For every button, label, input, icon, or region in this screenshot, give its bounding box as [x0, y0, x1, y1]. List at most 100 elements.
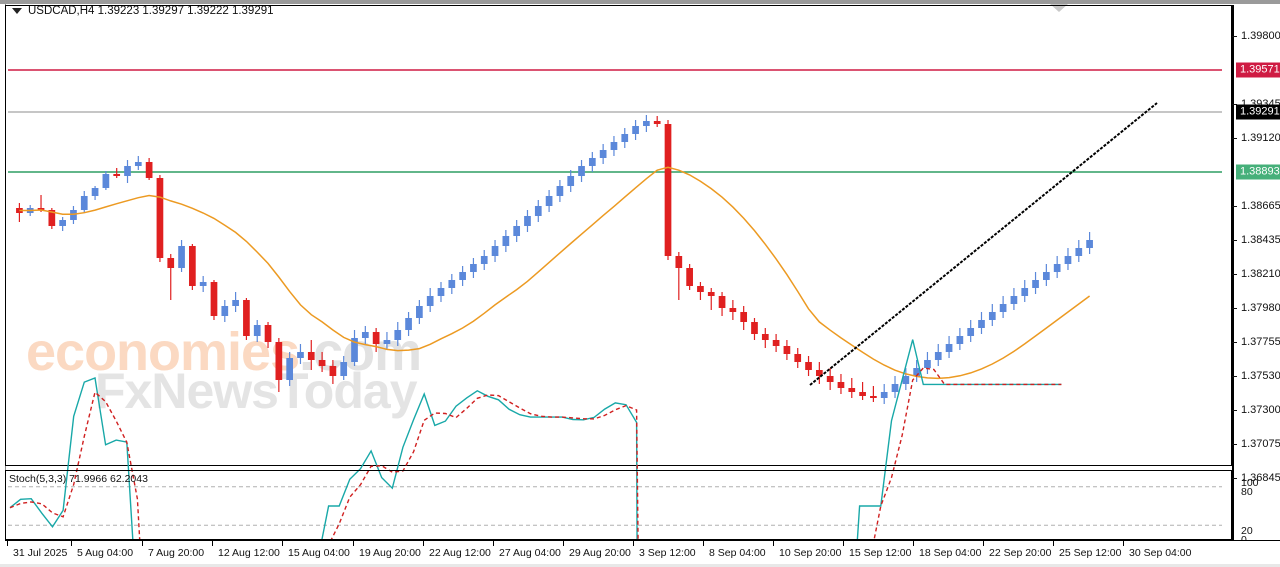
candle-body [113, 174, 121, 176]
candle-body [815, 370, 823, 376]
candle-body [588, 158, 596, 166]
time-axis-label: 18 Sep 04:00 [919, 547, 982, 559]
time-tick [423, 541, 424, 546]
time-tick [983, 541, 984, 546]
price-chart-canvas [8, 69, 1222, 404]
price-tick [1232, 308, 1237, 309]
candle-body [264, 325, 272, 342]
candle-body [978, 320, 985, 328]
candle-body [426, 296, 434, 306]
candle-body [318, 360, 326, 366]
candle-body [405, 318, 412, 330]
moving-average-line [19, 166, 1091, 380]
price-tick [1232, 274, 1237, 275]
price-tick [1232, 342, 1237, 343]
time-tick [913, 541, 914, 546]
candle-body [859, 392, 866, 396]
candle-body [275, 342, 283, 380]
candle-body [534, 206, 542, 216]
price-tick [1232, 104, 1237, 105]
price-badge-sup: 1.38893 [1236, 164, 1280, 180]
candle-body [448, 280, 456, 288]
candle-body [621, 134, 629, 142]
price-axis-label: 1.39800 [1241, 30, 1280, 42]
candle-body [697, 286, 704, 292]
price-tick [1232, 138, 1237, 139]
candle-body [491, 246, 499, 256]
price-axis-label: 1.37075 [1241, 438, 1280, 450]
price-axis-label: 1.38210 [1241, 268, 1280, 280]
candle-body [578, 166, 585, 176]
candle-body [189, 246, 196, 286]
candle-body [91, 188, 99, 196]
chart-menu-caret-icon[interactable] [12, 8, 22, 14]
time-tick [773, 541, 774, 546]
time-axis-label: 31 Jul 2025 [13, 547, 68, 559]
price-tick [1232, 240, 1237, 241]
candle-body [59, 220, 66, 226]
candle-body [167, 258, 175, 268]
time-axis-label: 8 Sep 04:00 [709, 547, 766, 559]
candle-body [967, 328, 975, 336]
candle-body [880, 392, 888, 398]
candle-body [783, 346, 791, 354]
time-axis[interactable]: 31 Jul 2025 5 Aug 04:00 7 Aug 20:00 12 Aug … [5, 540, 1280, 567]
candle-body [437, 288, 445, 296]
candle-body [470, 264, 477, 272]
candle-body [372, 332, 380, 344]
candle-body [664, 124, 672, 256]
candle-body [124, 166, 131, 176]
stoch-scale-label: 80 [1241, 486, 1253, 498]
time-axis-label: 27 Aug 04:00 [499, 547, 561, 559]
candle-body [351, 338, 358, 362]
time-tick [353, 541, 354, 546]
candle-body [924, 360, 931, 368]
stochastic-panel-frame [5, 470, 1232, 540]
time-axis-label: 3 Sep 12:00 [639, 547, 696, 559]
candle-body [156, 178, 164, 258]
candle-body [383, 340, 391, 344]
candle-body [945, 344, 953, 352]
candle-body [1043, 272, 1050, 280]
time-axis-label: 30 Sep 04:00 [1129, 547, 1192, 559]
candle-body [329, 366, 337, 376]
candle-body [102, 174, 110, 188]
price-tick [1232, 410, 1237, 411]
candle-body [913, 368, 920, 376]
price-badge-cur: 1.39291 [1236, 104, 1280, 120]
candle-body [934, 352, 942, 360]
price-tick [1232, 36, 1237, 37]
time-tick [71, 541, 72, 546]
candle-body [545, 196, 553, 206]
price-axis-label: 1.36845 [1241, 472, 1280, 484]
candle-body [480, 256, 488, 264]
time-axis-label: 7 Aug 20:00 [148, 547, 205, 559]
candle-body [221, 306, 229, 316]
candle-body [145, 162, 153, 178]
candle-body [772, 340, 780, 346]
candle-body [891, 384, 899, 392]
candle-body [675, 256, 683, 268]
price-axis-label: 1.39120 [1241, 132, 1280, 144]
candle-body [37, 208, 45, 210]
price-axis[interactable]: 1.398001.395711.393451.392911.391201.388… [1232, 5, 1280, 546]
candle-body [210, 282, 218, 316]
candle-body [740, 312, 748, 322]
time-tick [7, 541, 8, 546]
price-axis-label: 1.38665 [1241, 200, 1280, 212]
stoch-scale-label: 100 [1241, 477, 1259, 489]
scroll-down-caret-icon[interactable] [1050, 4, 1068, 12]
candle-body [1053, 264, 1061, 272]
candle-body [1064, 256, 1072, 264]
candle-body [556, 186, 564, 196]
candle-body [729, 308, 737, 312]
candle-body [1032, 280, 1039, 288]
time-axis-label: 22 Aug 12:00 [429, 547, 491, 559]
candle-body [599, 150, 607, 158]
candle-body [988, 312, 996, 320]
candle-body [751, 322, 758, 334]
time-tick [1053, 541, 1054, 546]
candle-body [1010, 296, 1018, 304]
candle-body [794, 354, 802, 362]
